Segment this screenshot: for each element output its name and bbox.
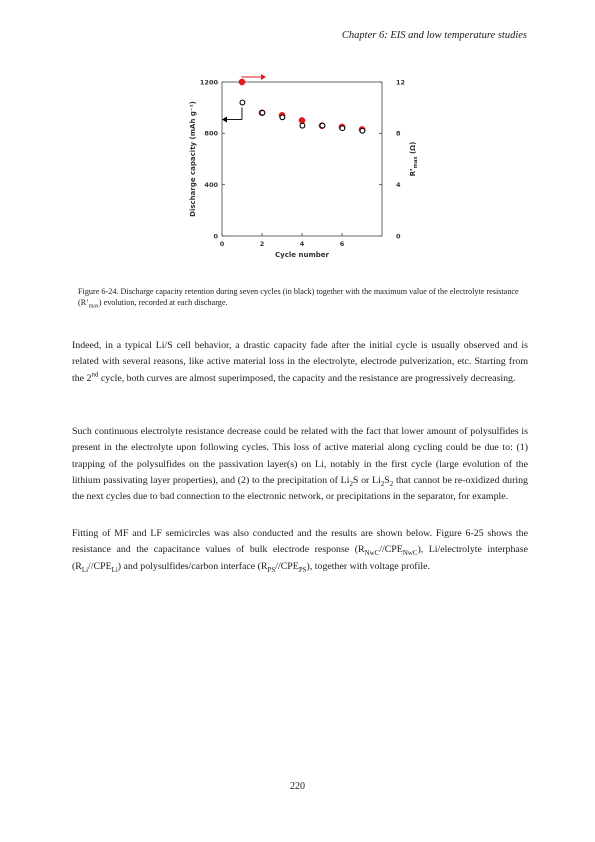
caption-text-2: ) evolution, recorded at each discharge. [98, 297, 228, 307]
caption-text-1: Figure 6-24. Discharge capacity retentio… [78, 287, 519, 307]
x-tick-label: 4 [300, 240, 305, 248]
p2-text-a: Such continuous electrolyte resistance d… [72, 426, 528, 486]
y2-tick-label: 4 [396, 181, 401, 189]
p3-sub-f: PS [298, 566, 307, 574]
paragraph-1: Indeed, in a typical Li/S cell behavior,… [72, 338, 528, 387]
paragraph-3: Fitting of MF and LF semicircles was als… [72, 526, 528, 575]
plot-frame [221, 81, 383, 237]
capacity-point [279, 114, 286, 121]
p3-sub-e: PS [267, 566, 276, 574]
p1-sup: nd [91, 371, 99, 379]
y2-axis-label-sub: max [413, 156, 419, 169]
x-tick-label: 0 [220, 240, 225, 248]
x-tick-label: 2 [260, 240, 265, 248]
p2-sub-a: 2 [349, 480, 353, 488]
scatter-chart: 0 2 4 6 0 400 800 1200 0 4 8 12 Cycle number Discharg… [189, 74, 419, 259]
p1-text-b: cycle, both curves are almost superimpos… [98, 372, 516, 384]
page-number: 220 [290, 781, 305, 792]
figure-caption: Figure 6-24. Discharge capacity retentio… [78, 287, 520, 310]
y2-tick-label: 12 [396, 78, 405, 86]
resistance-point [238, 78, 246, 86]
y2-tick-label: 0 [396, 232, 401, 240]
y2-axis-label-unit: (Ω) [409, 142, 417, 157]
y-axis-label: Discharge capacity (mAh g⁻¹) [189, 101, 197, 217]
p3-sub-d: Li [111, 566, 118, 574]
caption-subscript: max [88, 303, 99, 310]
p3-text-d: //CPE [88, 560, 112, 572]
p3-text-a: Fitting of MF and LF semicircles was als… [72, 528, 528, 556]
red-arrow-head [261, 74, 266, 80]
paragraph-2: Such continuous electrolyte resistance d… [72, 424, 528, 505]
y2-axis-label-main: R’ [409, 168, 417, 176]
capacity-point [359, 127, 366, 134]
p2-sub-b: 2 [380, 480, 385, 488]
y-tick-label: 0 [213, 232, 218, 240]
x-axis-label: Cycle number [275, 251, 329, 259]
p3-text-c: ), Li/electrolyte interphase (R [72, 544, 528, 572]
p3-text-e: ) and polysulfides/carbon interface (R [117, 560, 268, 572]
p2-text-c: S [384, 474, 390, 486]
p2-text-d: that cannot be re-oxidized during the ne… [72, 474, 528, 503]
p3-text-f: //CPE [275, 560, 299, 572]
resistance-point [298, 117, 306, 124]
p2-text-b: S or Li [352, 474, 381, 486]
p3-sub-a: NwC [364, 550, 380, 558]
p1-text-a: Indeed, in a typical Li/S cell behavior,… [72, 340, 528, 384]
capacity-point [259, 109, 266, 116]
y-tick-label: 400 [204, 181, 218, 189]
running-header: Chapter 6: EIS and low temperature studi… [341, 30, 527, 41]
p3-text-g: ), together with voltage profile. [306, 560, 430, 572]
p3-text-b: //CPE [379, 544, 403, 556]
y-tick-label: 800 [204, 130, 218, 138]
p3-sub-b: NwC [402, 550, 418, 558]
capacity-point [299, 122, 306, 129]
y2-tick-label: 8 [396, 130, 401, 138]
capacity-point [319, 122, 326, 129]
capacity-point [339, 125, 346, 132]
y-tick-label: 1200 [200, 78, 219, 86]
x-tick-label: 6 [340, 240, 345, 248]
y2-axis-label: R’max (Ω) [409, 142, 419, 177]
p2-sub-c: 2 [389, 480, 394, 488]
black-arrow-head [222, 116, 227, 123]
capacity-point [239, 99, 246, 106]
p3-sub-c: Li [81, 566, 89, 574]
figure-capacity-resistance: 0 2 4 6 0 400 800 1200 0 4 8 12 Cycle number Discharg… [180, 72, 420, 282]
